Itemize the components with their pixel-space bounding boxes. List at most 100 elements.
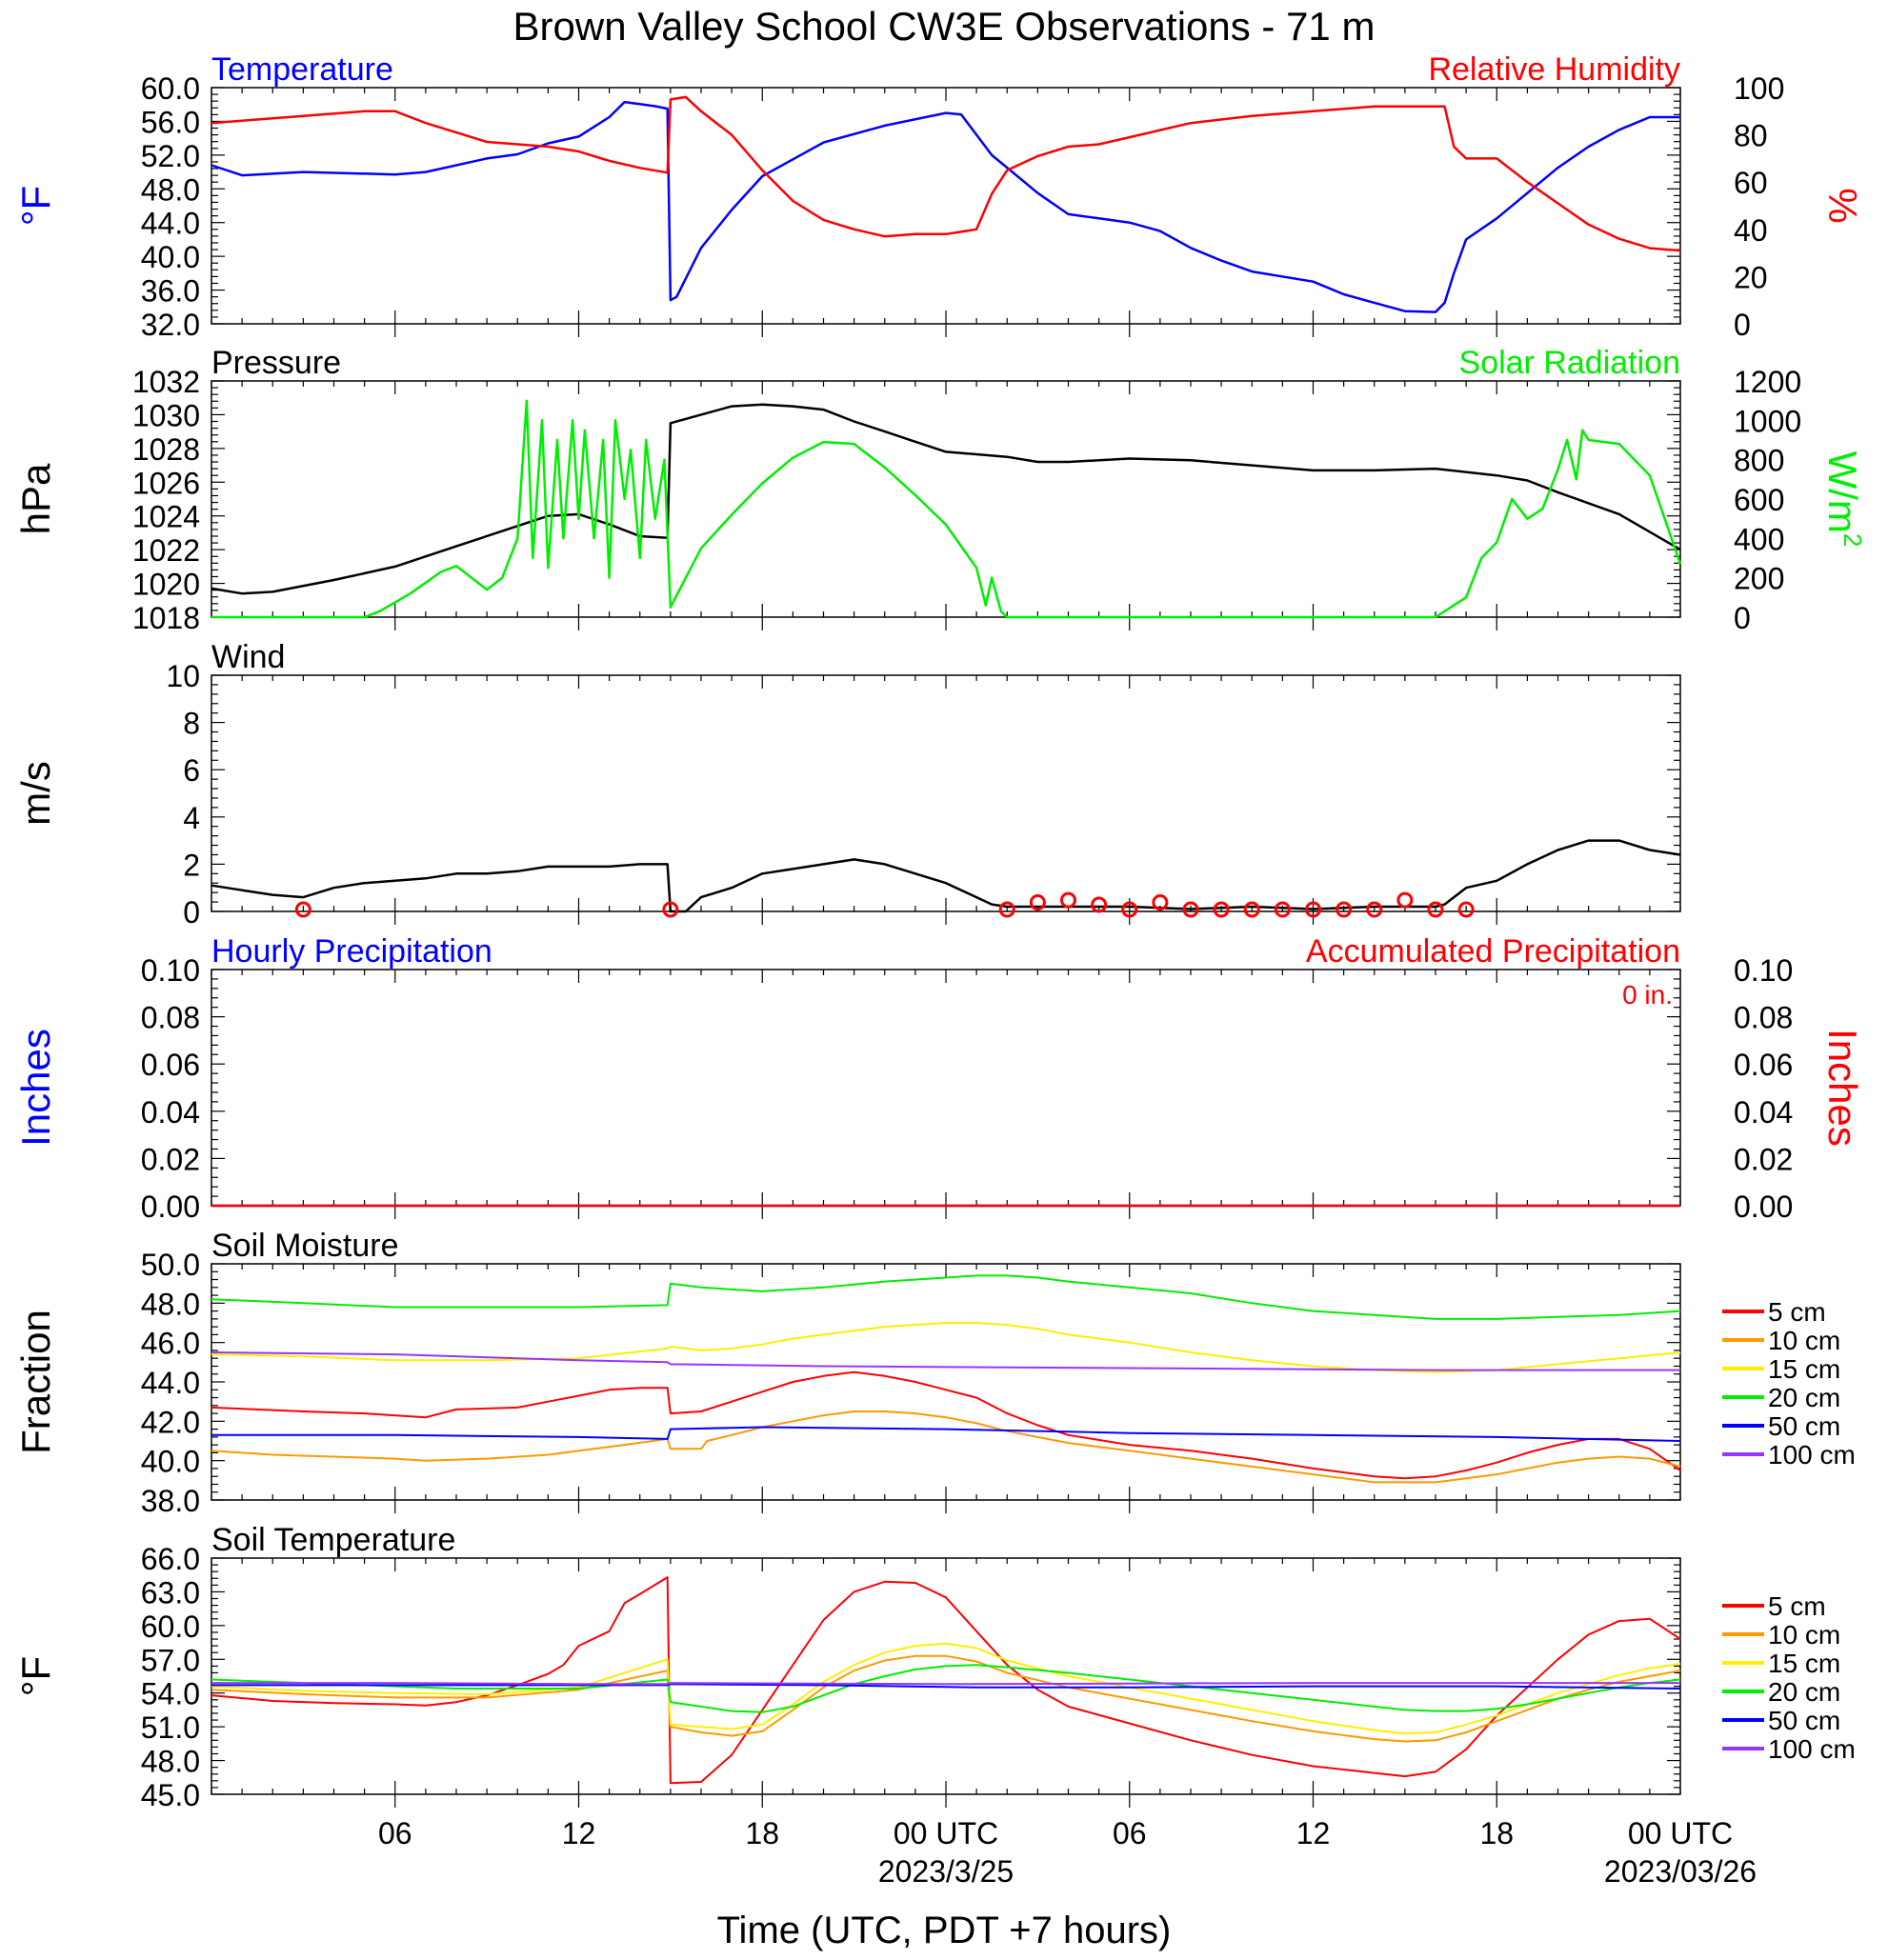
y-tick-label-right: 0.08 bbox=[1734, 1001, 1793, 1035]
panel-title-left: Temperature bbox=[211, 51, 393, 88]
legend-label: 15 cm bbox=[1768, 1354, 1840, 1384]
y-tick-label-left: 0 bbox=[183, 895, 200, 930]
y-tick-label-left: 1030 bbox=[132, 398, 200, 432]
y-tick-label-left: 1028 bbox=[132, 432, 200, 467]
y-tick-label-left: 46.0 bbox=[141, 1327, 200, 1361]
y-tick-label-left: 0.06 bbox=[141, 1048, 200, 1082]
y-tick-label-left: 60.0 bbox=[141, 1610, 200, 1644]
y-axis-label-left: Fraction bbox=[13, 1310, 58, 1454]
y-tick-label-left: 40.0 bbox=[141, 1445, 200, 1479]
legend-label: 15 cm bbox=[1768, 1649, 1840, 1678]
y-tick-label-left: 0.00 bbox=[141, 1190, 200, 1224]
y-tick-label-left: 56.0 bbox=[141, 105, 200, 139]
y-tick-label-right: 0 bbox=[1734, 601, 1751, 635]
legend-label: 100 cm bbox=[1768, 1440, 1856, 1470]
y-tick-label-right: 100 bbox=[1734, 71, 1784, 106]
series-line-temperature bbox=[211, 100, 1680, 313]
series-line-15-cm bbox=[211, 1322, 1681, 1373]
y-tick-label-left: 38.0 bbox=[141, 1484, 200, 1518]
plot-frame bbox=[211, 674, 1681, 912]
calm-wind-marker bbox=[1396, 891, 1414, 909]
plot-frame bbox=[211, 380, 1681, 618]
y-axis-label-left: Inches bbox=[13, 1029, 58, 1147]
y-tick-label-left: 42.0 bbox=[141, 1405, 200, 1439]
panel-title-right: Relative Humidity bbox=[1428, 51, 1680, 88]
panel-title-left: Wind bbox=[211, 639, 285, 675]
panel-title-left: Soil Moisture bbox=[211, 1228, 399, 1264]
legend-label: 20 cm bbox=[1768, 1677, 1840, 1707]
x-tick-label: 00 UTC bbox=[1628, 1816, 1733, 1850]
y-tick-label-left: 0.10 bbox=[141, 953, 200, 988]
x-tick-label: 18 bbox=[745, 1816, 779, 1850]
series-line-5-cm bbox=[211, 1370, 1681, 1480]
calm-wind-marker bbox=[1305, 901, 1321, 918]
y-tick-label-right: 80 bbox=[1734, 119, 1768, 153]
y-tick-label-left: 60.0 bbox=[141, 71, 200, 106]
y-tick-label-left: 2 bbox=[183, 848, 200, 882]
legend-label: 50 cm bbox=[1768, 1411, 1840, 1441]
series-line-50-cm bbox=[211, 1683, 1681, 1690]
calm-wind-marker bbox=[1060, 891, 1076, 909]
x-tick-label: 12 bbox=[562, 1816, 596, 1850]
series-line-10-cm bbox=[211, 1654, 1681, 1743]
x-tick-label: 06 bbox=[378, 1816, 412, 1850]
panel-temperature-humidity: 60.056.052.048.044.040.036.032.0 100 80 60 4… bbox=[13, 51, 1865, 342]
x-axis-labels: 06 12 18 00 UTC 06 12 18 00 UTC 2023/3/25 2023/03… bbox=[378, 1816, 1757, 1889]
y-tick-label-left: 1018 bbox=[132, 601, 200, 635]
series-line-100-cm bbox=[211, 1351, 1680, 1371]
y-tick-label-left: 63.0 bbox=[141, 1575, 200, 1610]
calm-wind-marker bbox=[1457, 901, 1475, 918]
calm-wind-marker bbox=[1336, 901, 1353, 918]
y-tick-label-right: 0.06 bbox=[1734, 1048, 1793, 1082]
y-axis-label-right: Inches bbox=[1820, 1029, 1865, 1147]
y-tick-label-left: 1032 bbox=[132, 365, 200, 399]
series-line-10-cm bbox=[211, 1410, 1681, 1484]
x-tick-label: 18 bbox=[1479, 1816, 1514, 1850]
y-tick-label-right: 0.02 bbox=[1734, 1142, 1793, 1176]
x-tick-label: 00 UTC bbox=[894, 1816, 998, 1850]
y-tick-label-right: 0.10 bbox=[1734, 953, 1793, 988]
y-tick-label-left: 1026 bbox=[132, 466, 200, 500]
y-tick-label-right: 40 bbox=[1734, 213, 1768, 248]
series-line-solar-radiation bbox=[211, 399, 1682, 619]
panel-wind: 10 8 6 4 2 0 Wind m/s bbox=[13, 639, 1681, 930]
x-tick-label: 06 bbox=[1113, 1816, 1147, 1850]
y-tick-label-left: 1022 bbox=[132, 533, 200, 568]
y-axis-label-sup: 2 bbox=[1838, 533, 1867, 547]
y-tick-label-left: 50.0 bbox=[141, 1248, 200, 1282]
series-line-pressure bbox=[211, 403, 1681, 595]
series-line-wind bbox=[211, 839, 1681, 913]
y-tick-label-right: 1200 bbox=[1734, 365, 1801, 399]
y-tick-label-left: 6 bbox=[183, 753, 200, 788]
y-tick-label-left: 66.0 bbox=[141, 1542, 200, 1576]
y-tick-label-left: 40.0 bbox=[141, 240, 200, 274]
y-tick-label-left: 0.02 bbox=[141, 1142, 200, 1176]
y-tick-label-left: 57.0 bbox=[141, 1643, 200, 1677]
y-tick-label-left: 36.0 bbox=[141, 274, 200, 309]
y-tick-label-left: 48.0 bbox=[141, 1745, 200, 1779]
calm-wind-marker bbox=[1152, 894, 1169, 911]
accumulated-total-label: 0 in. bbox=[1622, 980, 1673, 1010]
figure-title: Brown Valley School CW3E Observations - … bbox=[513, 4, 1376, 49]
panel-title-left: Soil Temperature bbox=[211, 1522, 455, 1558]
panel-title-right: Solar Radiation bbox=[1459, 345, 1680, 381]
plot-frame bbox=[211, 969, 1681, 1207]
y-tick-label-left: 1020 bbox=[132, 568, 200, 602]
y-tick-label-left: 8 bbox=[183, 707, 200, 741]
calm-wind-marker bbox=[662, 901, 679, 918]
y-tick-label-left: 51.0 bbox=[141, 1710, 200, 1745]
y-tick-label-left: 1024 bbox=[132, 500, 200, 534]
y-tick-label-right: 0.04 bbox=[1734, 1095, 1793, 1130]
y-tick-label-right: 0.00 bbox=[1734, 1190, 1793, 1224]
plot-frame bbox=[211, 1557, 1681, 1795]
y-tick-label-left: 48.0 bbox=[141, 172, 200, 207]
series-line-20-cm bbox=[211, 1274, 1681, 1320]
y-tick-label-left: 52.0 bbox=[141, 139, 200, 173]
calm-wind-marker bbox=[1182, 901, 1199, 918]
y-tick-label-right: 400 bbox=[1734, 522, 1784, 556]
y-tick-label-right: 600 bbox=[1734, 483, 1784, 517]
y-tick-label-left: 44.0 bbox=[141, 1366, 200, 1400]
legend-label: 50 cm bbox=[1768, 1706, 1840, 1735]
y-axis-label-left: °F bbox=[13, 186, 58, 226]
